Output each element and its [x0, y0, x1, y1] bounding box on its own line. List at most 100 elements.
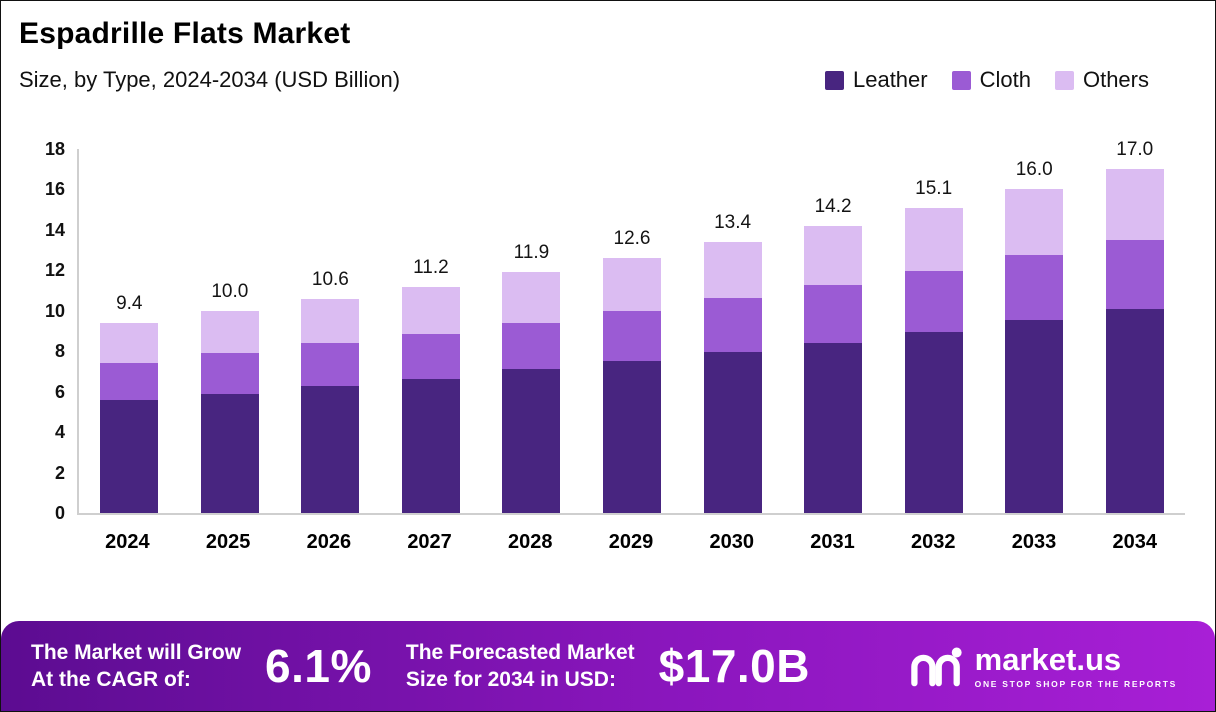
legend-label: Leather: [852, 67, 928, 92]
y-tick-label: 14: [44, 219, 65, 240]
logo-text: market.us ONE STOP SHOP FOR THE REPORTS: [975, 644, 1177, 689]
bar-segment-cloth: [401, 334, 460, 379]
plot-area: 9.4 10.0 10.6 11.2 11.9 12.6 13.4 14.2 15.1 16.0 1…: [77, 139, 1185, 515]
x-tick-label-2031: 2031: [810, 531, 855, 553]
forecast-value: $17.0B: [658, 640, 810, 692]
bar-segment-cloth: [502, 322, 561, 370]
chart-header: Espadrille Flats Market Size, by Type, 2…: [1, 1, 1215, 93]
x-tick-label-2030: 2030: [709, 531, 755, 553]
y-tick-label: 8: [54, 341, 65, 362]
legend-label: Others: [1082, 67, 1149, 92]
bar-total-label: 14.2: [814, 195, 852, 217]
bar-segment-cloth: [200, 353, 259, 394]
y-tick-label: 0: [54, 503, 65, 523]
cagr-value: 6.1%: [265, 640, 372, 692]
bar-total-label: 12.6: [613, 228, 651, 250]
bar-total-label: 10.6: [311, 268, 349, 290]
bar-segment-leather: [100, 399, 159, 513]
bar-segment-leather: [301, 385, 360, 513]
bar-segment-others: [904, 207, 963, 272]
bar-2027: 11.2: [381, 149, 482, 513]
forecast-label-line1: The Forecasted Market: [405, 640, 635, 664]
bar-segment-cloth: [904, 271, 963, 333]
legend-swatch-others: [1054, 70, 1074, 90]
bar-2030: 13.4: [682, 149, 783, 513]
x-tick-label-2025: 2025: [205, 531, 251, 553]
bar-segment-leather: [804, 343, 863, 513]
logo-name: market.us: [974, 641, 1122, 677]
chart-subtitle: Size, by Type, 2024-2034 (USD Billion): [19, 67, 401, 92]
bar-segment-others: [301, 298, 360, 344]
bar-segment-leather: [1005, 319, 1064, 513]
x-tick-label-2026: 2026: [306, 531, 352, 553]
bar-total-label: 11.9: [513, 242, 550, 264]
bar-segment-leather: [200, 393, 259, 513]
chart-legend: Leather Cloth Others: [824, 67, 1187, 93]
bar-total-label: 10.0: [211, 280, 249, 302]
bar-2028: 11.9: [481, 149, 582, 513]
x-tick-label-2029: 2029: [608, 531, 654, 553]
legend-item-cloth: Cloth: [951, 67, 1031, 93]
y-axis: 0 2 4 6 8 10 12 14 16 18: [15, 139, 77, 523]
x-tick-label-2034: 2034: [1112, 531, 1157, 553]
bar-2029: 12.6: [582, 149, 683, 513]
forecast-label-line2: Size for 2034 in USD:: [405, 668, 616, 691]
legend-item-others: Others: [1054, 67, 1149, 93]
bar-segment-others: [502, 272, 561, 323]
y-tick-label: 6: [54, 381, 65, 402]
bar-segment-others: [703, 242, 762, 298]
bar-total-label: 17.0: [1116, 139, 1154, 161]
legend-swatch-cloth: [951, 70, 971, 90]
bar-total-label: 9.4: [116, 292, 143, 314]
y-tick-label: 18: [44, 139, 65, 159]
footer-banner: The Market will Grow At the CAGR of: 6.1…: [1, 621, 1215, 711]
y-tick-label: 10: [44, 300, 65, 321]
bar-segment-others: [1005, 189, 1064, 256]
legend-label: Cloth: [979, 67, 1031, 92]
bar-2024: 9.4: [79, 149, 180, 513]
bar-2026: 10.6: [280, 149, 381, 513]
y-tick-label: 16: [44, 179, 65, 200]
legend-swatch-leather: [824, 70, 844, 90]
bar-segment-leather: [904, 332, 963, 513]
bar-segment-cloth: [804, 284, 863, 344]
bar-segment-cloth: [1105, 240, 1164, 309]
bar-segment-leather: [703, 352, 762, 513]
legend-item-leather: Leather: [824, 67, 928, 93]
cagr-label-line2: At the CAGR of:: [31, 668, 191, 691]
y-tick-label: 4: [54, 422, 65, 443]
bar-segment-cloth: [100, 363, 159, 400]
stacked-bar-chart: 0 2 4 6 8 10 12 14 16 18 9.4 10.0 10.6 11.2 11.9 12.6 1…: [15, 139, 1185, 554]
bar-total-label: 13.4: [714, 212, 752, 234]
bar-2031: 14.2: [783, 149, 884, 513]
x-tick-label-2032: 2032: [910, 531, 956, 553]
x-tick-label-2028: 2028: [508, 531, 553, 553]
bar-2033: 16.0: [984, 149, 1085, 513]
bar-segment-cloth: [1005, 255, 1064, 320]
x-tick-label-2033: 2033: [1011, 531, 1057, 553]
bar-total-label: 15.1: [915, 177, 953, 199]
bar-segment-others: [804, 225, 863, 285]
bar-segment-leather: [502, 369, 561, 513]
bar-segment-cloth: [301, 343, 360, 386]
x-tick-label-2024: 2024: [105, 531, 150, 553]
forecast-label: The Forecasted Market Size for 2034 in U…: [406, 639, 635, 694]
bar-segment-others: [401, 286, 460, 335]
market-us-logo: market.us ONE STOP SHOP FOR THE REPORTS: [909, 644, 1185, 689]
bar-total-label: 16.0: [1015, 159, 1053, 181]
page-title: Espadrille Flats Market: [19, 17, 351, 50]
y-tick-label: 12: [44, 260, 65, 281]
plot-column: 9.4 10.0 10.6 11.2 11.9 12.6 13.4 14.2 15.1 16.0 1…: [77, 139, 1185, 554]
bar-segment-cloth: [703, 297, 762, 353]
bar-segment-others: [200, 310, 259, 354]
bar-2032: 15.1: [883, 149, 984, 513]
y-tick-label: 2: [54, 462, 65, 483]
x-axis-labels: 2024 2025 2026 2027 2028 2029 2030 2031 2032 2033…: [77, 531, 1185, 554]
x-tick-label-2027: 2027: [407, 531, 452, 553]
market-us-logo-icon: [910, 647, 962, 687]
logo-tagline: ONE STOP SHOP FOR THE REPORTS: [974, 678, 1177, 689]
bar-segment-leather: [603, 361, 661, 513]
bar-segment-others: [100, 322, 159, 364]
bar-2025: 10.0: [180, 149, 281, 513]
